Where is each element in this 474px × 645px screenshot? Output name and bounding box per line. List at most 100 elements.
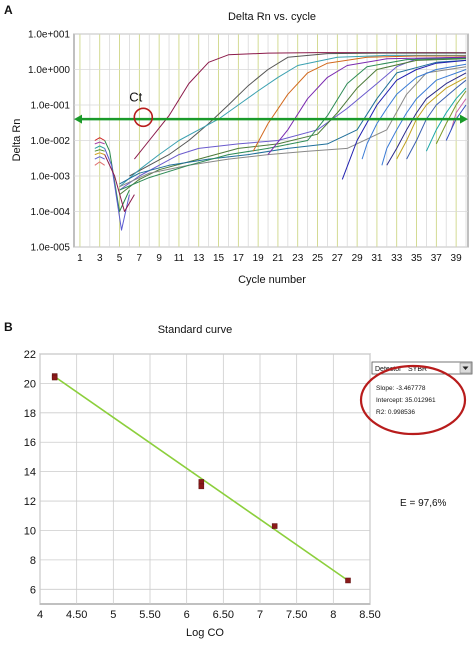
chart-a-x-tick-label: 27 xyxy=(332,253,344,264)
chart-b-y-tick-label: 16 xyxy=(24,437,36,449)
amplification-curve-25 xyxy=(94,152,105,156)
chart-a-x-tick-label: 37 xyxy=(431,253,443,264)
chart-b-grid xyxy=(39,353,371,604)
chart-a-y-tick-label: 1.0e+000 xyxy=(28,65,70,76)
chart-b-x-tick-label: 6.50 xyxy=(213,609,234,621)
amplification-curve-3 xyxy=(119,54,466,188)
chart-a-x-tick-label: 5 xyxy=(117,253,123,264)
detector-select-box[interactable] xyxy=(371,361,473,375)
panel-a-label: A xyxy=(4,3,13,17)
chart-a-y-ticks: 1.0e+001 1.0e+000 1.0e-001 1.0e-002 1.0e-003… xyxy=(28,30,70,254)
chart-b-y-tick-label: 8 xyxy=(30,555,36,567)
amplification-curve-5 xyxy=(119,58,467,195)
chart-b-y-tick-label: 14 xyxy=(24,467,36,479)
chart-b-x-tick-label: 7 xyxy=(257,609,263,621)
standard-curve-point xyxy=(345,577,351,584)
fit-slope: Slope: -3.467778 xyxy=(376,385,426,392)
amplification-curve-12 xyxy=(361,63,467,160)
chart-b-x-tick-label: 5.50 xyxy=(139,609,160,621)
standard-curve-point xyxy=(51,374,58,381)
detector-value: SYBR xyxy=(408,366,427,373)
chart-a-threshold-group xyxy=(74,114,468,124)
chart-a-x-tick-label: 39 xyxy=(451,253,463,264)
standard-curve-point xyxy=(271,523,278,529)
amplification-curve-23 xyxy=(94,145,105,149)
chart-b-x-tick-label: 5 xyxy=(110,609,116,621)
chart-a-x-tick-label: 31 xyxy=(371,253,383,264)
chart-a-x-tick-label: 33 xyxy=(391,253,403,264)
chart-a-x-tick-label: 19 xyxy=(253,253,265,264)
amplification-curve-26 xyxy=(94,156,105,160)
amplification-curve-4 xyxy=(119,56,467,191)
chart-a-x-axis-label: Cycle number xyxy=(238,274,306,286)
chart-a-x-tick-label: 15 xyxy=(213,253,225,264)
chart-a-y-tick-label: 1.0e-004 xyxy=(31,207,71,218)
amplification-curve-24 xyxy=(94,149,105,152)
chart-a-y-axis-label: Delta Rn xyxy=(11,119,23,162)
chevron-down-icon xyxy=(462,366,469,370)
chart-a-x-tick-label: 25 xyxy=(312,253,324,264)
chart-b-x-tick-label: 8 xyxy=(330,609,336,621)
chart-b-y-tick-label: 12 xyxy=(24,496,36,508)
efficiency-label: E = 97,6% xyxy=(400,498,447,509)
chart-b-y-tick-label: 18 xyxy=(24,408,36,420)
amplification-curve-27 xyxy=(94,161,105,166)
amplification-curve-1 xyxy=(134,52,466,160)
fit-intercept: Intercept: 35.012961 xyxy=(376,397,436,404)
chart-b-points-group xyxy=(51,373,351,584)
chart-a-x-tick-label: 11 xyxy=(174,253,185,264)
chart-b-fit-group xyxy=(54,375,349,582)
chart-b-y-tick-label: 22 xyxy=(24,349,36,361)
chart-b-y-ticks: 22 20 18 16 14 12 10 8 6 xyxy=(24,349,36,596)
amplification-curve-17 xyxy=(425,87,467,152)
chart-a-title: Delta Rn vs. cycle xyxy=(228,11,316,23)
chart-b-y-tick-label: 20 xyxy=(24,378,36,390)
amplification-curve-6 xyxy=(119,59,467,185)
amplification-curve-9 xyxy=(341,59,467,180)
chart-a-y-tick-label: 1.0e-001 xyxy=(31,101,71,112)
chart-b-x-tick-label: 4 xyxy=(37,609,43,621)
amplification-curve-29 xyxy=(104,148,130,231)
detector-select[interactable]: Detector SYBR xyxy=(371,361,473,375)
ct-annotation-label: Ct xyxy=(129,89,142,104)
amplification-curve-11 xyxy=(267,56,467,155)
chart-b-x-ticks: 4 4.50 5 5.50 6 6.50 7 7.50 8 8.50 xyxy=(37,609,381,621)
chart-a-x-tick-label: 23 xyxy=(292,253,304,264)
panel-b-label: B xyxy=(4,320,13,334)
amplification-curve-7 xyxy=(119,66,467,188)
fit-r2: R2: 0.998536 xyxy=(376,409,415,416)
chart-a-x-ticks: 1 3 5 7 9 11 13 15 17 19 21 23 25 27 29 31 33 35 37 39 xyxy=(77,253,462,264)
amplification-curve-8 xyxy=(119,57,467,191)
ct-highlight-circle xyxy=(133,107,154,128)
amplification-curve-15 xyxy=(396,76,467,160)
chart-a-y-tick-label: 1.0e+001 xyxy=(28,30,70,41)
chart-b-y-tick-label: 10 xyxy=(24,525,36,537)
chart-a-y-tick-label: 1.0e-005 xyxy=(31,243,71,254)
chart-a-y-tick-label: 1.0e-003 xyxy=(31,172,71,183)
amplification-curve-21 xyxy=(94,137,105,141)
standard-curve-point xyxy=(198,483,205,490)
threshold-arrow-left xyxy=(74,114,82,124)
chart-a-x-tick-label: 21 xyxy=(272,253,284,264)
amplification-curve-13 xyxy=(381,69,467,166)
chart-b-title: Standard curve xyxy=(158,324,233,336)
amplification-curve-22 xyxy=(94,141,105,145)
chart-a-x-tick-label: 3 xyxy=(97,253,103,264)
chart-a-x-tick-label: 7 xyxy=(137,253,143,264)
chart-b-x-tick-label: 6 xyxy=(184,609,190,621)
chart-a-x-tick-label: 1 xyxy=(77,253,83,264)
chart-a-x-tick-label: 13 xyxy=(193,253,205,264)
chart-b-plot-area xyxy=(39,353,371,605)
amplification-curve-30 xyxy=(104,154,135,212)
chart-a-y-tick-label: 1.0e-002 xyxy=(31,136,71,147)
amplification-curve-2 xyxy=(129,52,466,177)
amplification-curve-19 xyxy=(450,98,467,130)
stats-highlight-ellipse xyxy=(359,364,467,436)
chart-b-x-tick-label: 7.50 xyxy=(286,609,307,621)
amplification-curve-18 xyxy=(435,90,467,145)
panel-b: B Standard curve 22 20 18 16 14 12 10 8 6 4 4.50 5… xyxy=(4,320,473,639)
chart-b-x-tick-label: 8.50 xyxy=(359,609,380,621)
amplification-curve-16 xyxy=(406,79,467,160)
chart-a-x-tick-label: 17 xyxy=(233,253,245,264)
